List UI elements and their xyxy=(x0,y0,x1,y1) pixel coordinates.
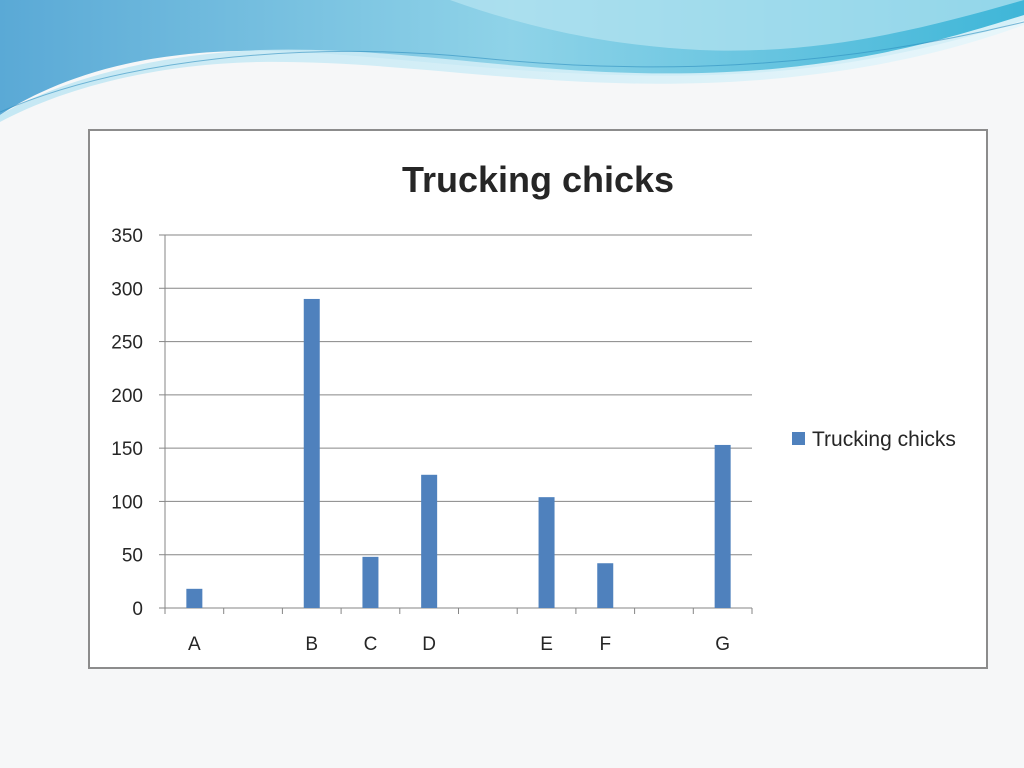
y-tick-label: 150 xyxy=(111,439,143,460)
bar-E xyxy=(538,497,555,608)
bar-F xyxy=(597,563,614,608)
x-axis-category-labels: A B C D E F G xyxy=(188,634,730,655)
x-category-label: A xyxy=(188,634,201,655)
y-tick-label: 100 xyxy=(111,492,143,513)
legend-swatch xyxy=(792,432,805,445)
y-tick-label: 300 xyxy=(111,279,143,300)
y-tick-label: 350 xyxy=(111,226,143,247)
bar-series xyxy=(186,298,731,608)
chart-frame: Trucking chicks 0 50 100 150 200 250 300 350 A B… xyxy=(88,129,988,669)
bar-chart: Trucking chicks 0 50 100 150 200 250 300 350 A B… xyxy=(111,159,956,655)
x-category-label: B xyxy=(305,634,318,655)
x-category-label: F xyxy=(599,634,611,655)
bar-B xyxy=(303,298,320,608)
x-category-label: E xyxy=(540,634,553,655)
slide-header-wave xyxy=(0,0,1024,122)
bar-C xyxy=(362,556,379,608)
x-category-label: C xyxy=(364,634,378,655)
y-axis-tick-labels: 0 50 100 150 200 250 300 350 xyxy=(111,226,143,620)
chart-title: Trucking chicks xyxy=(402,159,674,200)
y-tick-label: 50 xyxy=(122,546,143,567)
y-tick-label: 200 xyxy=(111,386,143,407)
bar-A xyxy=(186,588,203,608)
x-category-label: G xyxy=(715,634,730,655)
gridlines xyxy=(165,234,752,556)
legend-label: Trucking chicks xyxy=(812,428,956,451)
y-tick-label: 250 xyxy=(111,333,143,354)
bar-D xyxy=(421,474,438,608)
bar-G xyxy=(714,444,731,608)
y-tick-label: 0 xyxy=(132,599,143,620)
axes xyxy=(159,234,753,614)
x-category-label: D xyxy=(422,634,436,655)
legend: Trucking chicks xyxy=(792,428,956,451)
